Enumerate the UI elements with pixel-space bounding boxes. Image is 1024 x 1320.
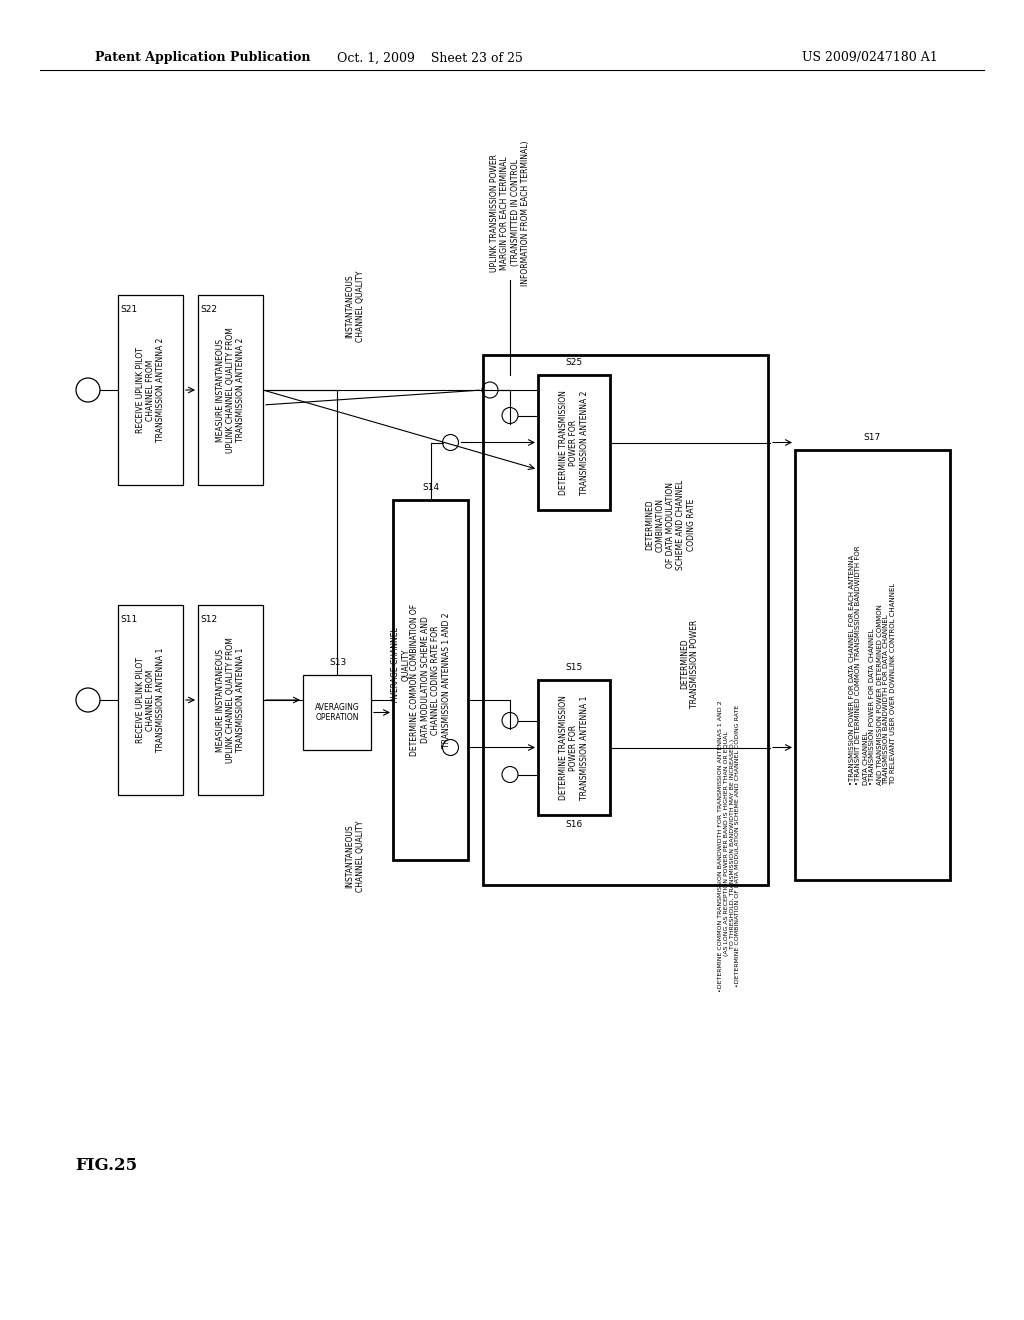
Text: US 2009/0247180 A1: US 2009/0247180 A1 [802,51,938,65]
Bar [118,605,183,795]
Text: DETERMINE TRANSMISSION
POWER FOR
TRANSMISSION ANTENNA 1: DETERMINE TRANSMISSION POWER FOR TRANSMI… [559,696,589,800]
Text: INSTANTANEOUS
CHANNEL QUALITY: INSTANTANEOUS CHANNEL QUALITY [345,271,365,342]
Bar [538,680,610,814]
Bar [198,605,263,795]
Text: FIG.25: FIG.25 [75,1156,137,1173]
Text: S25: S25 [565,358,583,367]
Text: S13: S13 [330,657,347,667]
Text: DETERMINE TRANSMISSION
POWER FOR
TRANSMISSION ANTENNA 2: DETERMINE TRANSMISSION POWER FOR TRANSMI… [559,391,589,495]
Text: S12: S12 [200,615,217,624]
Text: •TRANSMISSION POWER FOR DATA CHANNEL FOR EACH ANTENNA
•TRANSMIT DETERMINED COMMO: •TRANSMISSION POWER FOR DATA CHANNEL FOR… [849,545,896,785]
Bar [795,450,950,880]
Bar [198,294,263,484]
Text: MEASURE INSTANTANEOUS
UPLINK CHANNEL QUALITY FROM
TRANSMISSION ANTENNA 2: MEASURE INSTANTANEOUS UPLINK CHANNEL QUA… [216,327,246,453]
Text: INSTANTANEOUS
CHANNEL QUALITY: INSTANTANEOUS CHANNEL QUALITY [345,820,365,891]
Text: Oct. 1, 2009    Sheet 23 of 25: Oct. 1, 2009 Sheet 23 of 25 [337,51,523,65]
Text: S21: S21 [120,305,137,314]
Text: S15: S15 [565,663,583,672]
Text: AVERAGING
OPERATION: AVERAGING OPERATION [314,702,359,722]
Text: RECEIVE UPLINK PILOT
CHANNEL FROM
TRANSMISSION ANTENNA 1: RECEIVE UPLINK PILOT CHANNEL FROM TRANSM… [135,648,166,752]
Text: S16: S16 [565,820,583,829]
Text: DETERMINE COMMON COMBINATION OF
DATA MODULATION SCHEME AND
CHANNEL CODING RATE F: DETERMINE COMMON COMBINATION OF DATA MOD… [411,605,451,756]
Bar [393,500,468,861]
Text: S11: S11 [120,615,137,624]
Text: •DETERMINE COMMON TRANSMISSION BANDWIDTH FOR TRANSMISSION ANTENNAS 1 AND 2
  (AS: •DETERMINE COMMON TRANSMISSION BANDWIDTH… [718,700,740,991]
Text: RECEIVE UPLINK PILOT
CHANNEL FROM
TRANSMISSION ANTENNA 2: RECEIVE UPLINK PILOT CHANNEL FROM TRANSM… [135,338,166,442]
Text: S17: S17 [863,433,881,442]
Text: UPLINK TRANSMISSION POWER
MARGIN FOR EACH TERMINAL
(TRANSMITTED IN CONTROL
INFOR: UPLINK TRANSMISSION POWER MARGIN FOR EAC… [490,140,530,285]
Text: MEASURE INSTANTANEOUS
UPLINK CHANNEL QUALITY FROM
TRANSMISSION ANTENNA 1: MEASURE INSTANTANEOUS UPLINK CHANNEL QUA… [216,638,246,763]
Text: DETERMINED
COMBINATION
OF DATA MODULATION
SCHEME AND CHANNEL
CODING RATE: DETERMINED COMBINATION OF DATA MODULATIO… [645,480,695,570]
Text: S22: S22 [200,305,217,314]
Bar [118,294,183,484]
Bar [303,675,371,750]
Text: DETERMINED
TRANSMISSION POWER: DETERMINED TRANSMISSION POWER [680,620,699,709]
Text: Patent Application Publication: Patent Application Publication [95,51,310,65]
Text: AVERAGE CHANNEL
QUALITY: AVERAGE CHANNEL QUALITY [391,628,411,702]
Bar [483,355,768,884]
Text: S14: S14 [423,483,439,492]
Bar [538,375,610,510]
